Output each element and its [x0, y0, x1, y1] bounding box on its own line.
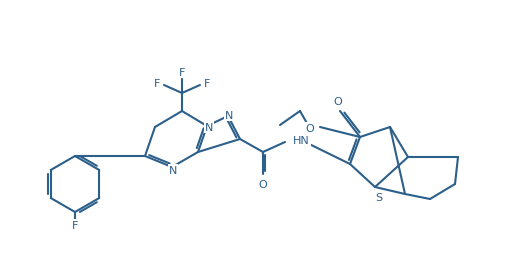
Text: F: F — [154, 79, 160, 89]
Text: N: N — [168, 165, 177, 175]
Text: F: F — [72, 220, 78, 230]
Text: O: O — [333, 97, 342, 107]
Text: O: O — [258, 179, 267, 189]
Text: HN: HN — [293, 135, 309, 146]
Text: O: O — [305, 123, 314, 133]
Text: F: F — [179, 68, 185, 78]
Text: F: F — [204, 79, 210, 89]
Text: N: N — [205, 122, 213, 133]
Text: N: N — [224, 110, 233, 121]
Text: S: S — [375, 192, 382, 202]
